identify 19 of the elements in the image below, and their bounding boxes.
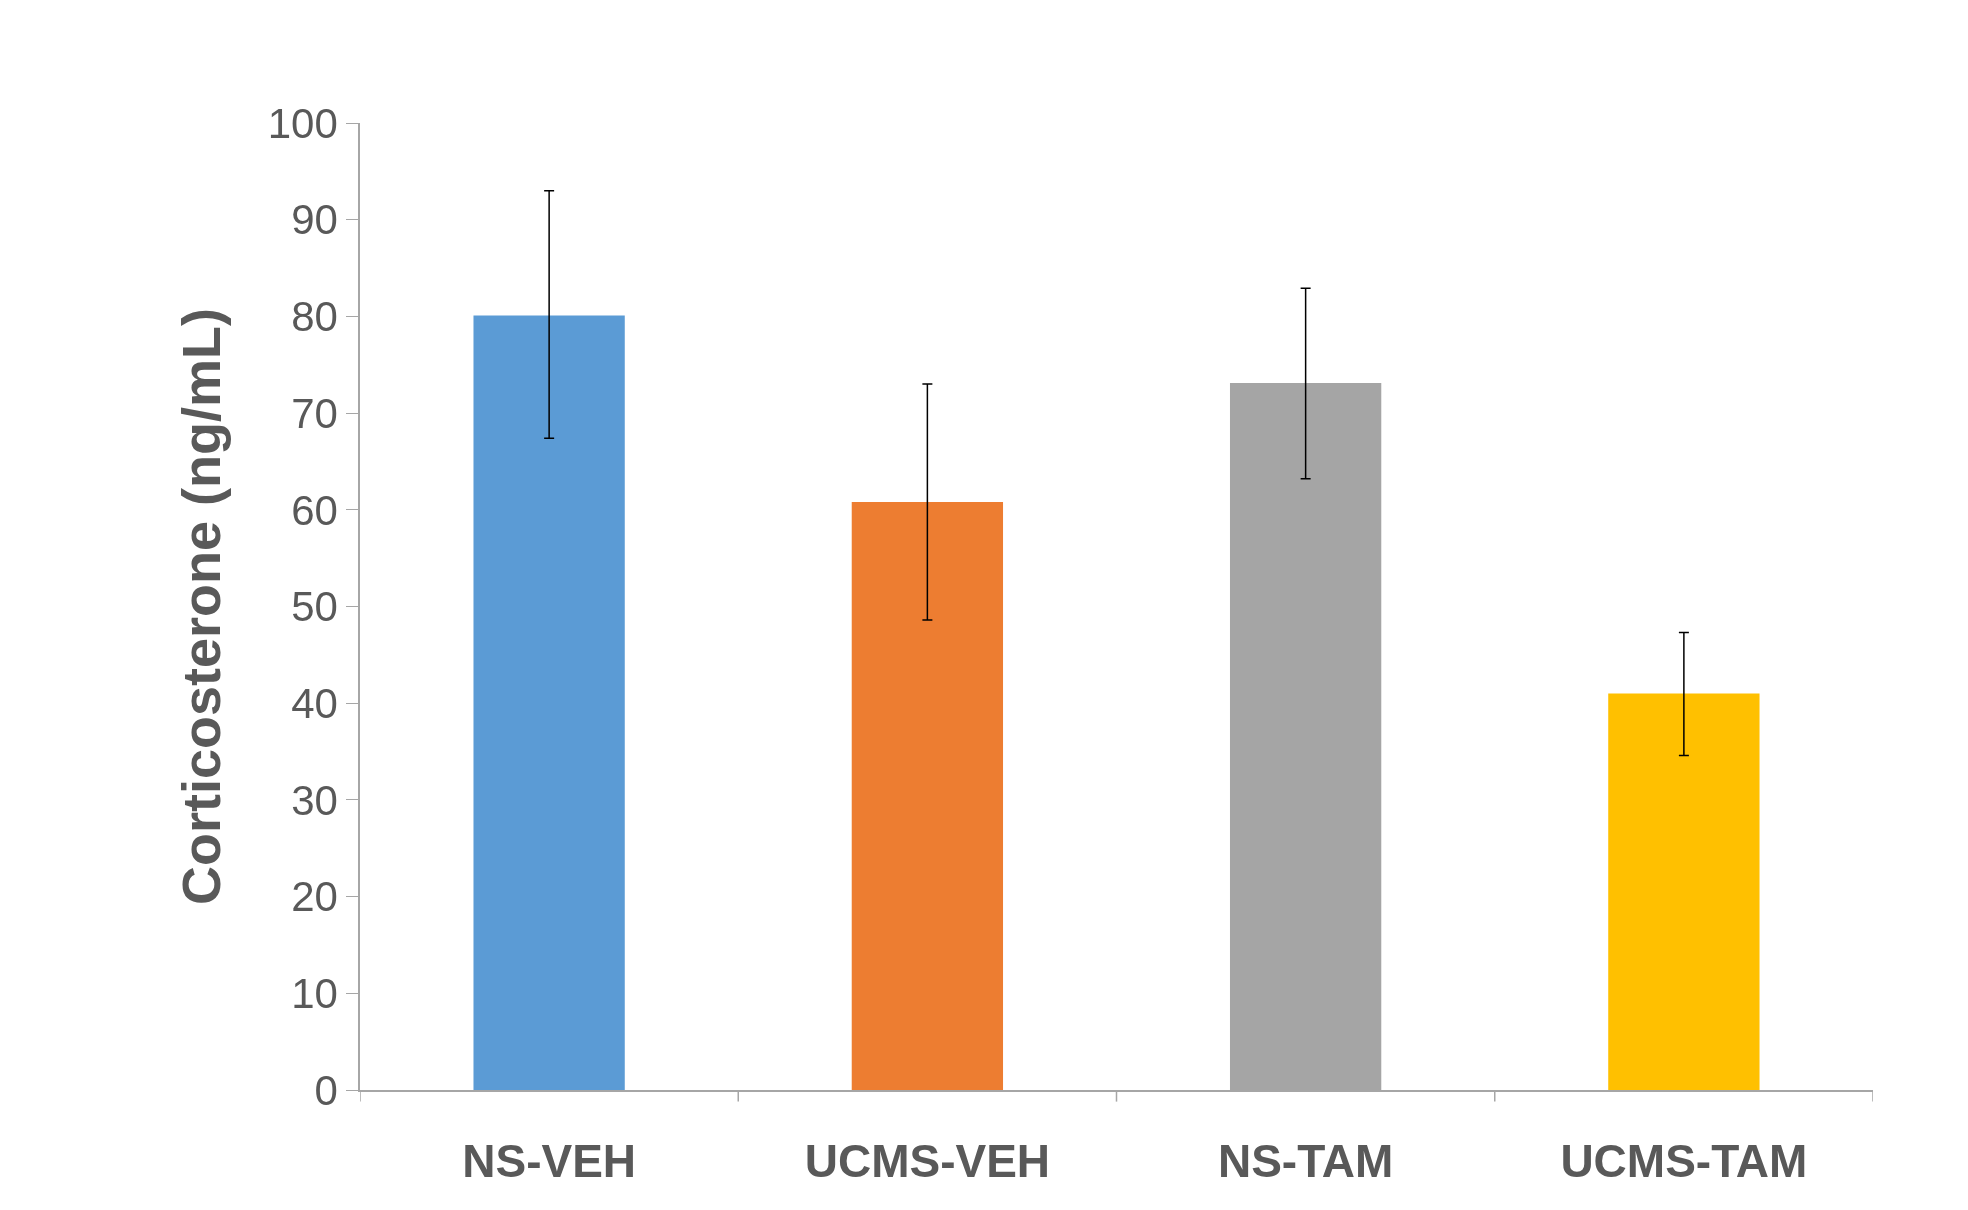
- y-tick-label: 80: [291, 293, 338, 341]
- x-tick-label: NS-TAM: [1217, 1134, 1394, 1187]
- bar: [851, 502, 1004, 1090]
- y-tick-label: 10: [291, 970, 338, 1017]
- y-tick-label: 40: [291, 679, 338, 727]
- y-tick-label: 60: [291, 486, 338, 534]
- y-tick-label: 90: [291, 196, 338, 244]
- x-tick-label: UCMS-TAM: [1560, 1134, 1808, 1187]
- y-tick-label: 30: [291, 776, 338, 824]
- y-tick-label: 0: [314, 1066, 338, 1114]
- y-tick-label: 20: [291, 873, 338, 921]
- y-tick-label: 50: [291, 583, 338, 631]
- bar: [1608, 693, 1760, 1090]
- bar: [473, 315, 625, 1090]
- y-axis-title: Corticosterone (ng/mL): [170, 307, 231, 906]
- y-tick-label: 70: [291, 389, 338, 437]
- x-tick-label: UCMS-VEH: [804, 1134, 1051, 1187]
- x-tick-label: NS-VEH: [462, 1134, 637, 1187]
- y-tick-label: 100: [267, 99, 338, 147]
